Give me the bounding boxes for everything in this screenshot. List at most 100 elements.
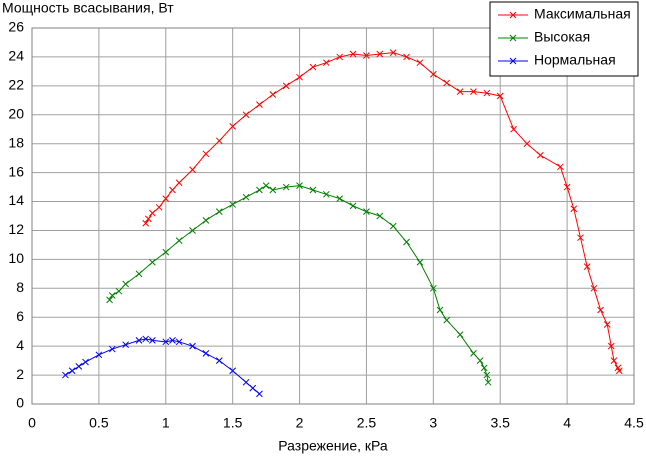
marker (590, 284, 598, 292)
marker (135, 270, 143, 278)
marker (269, 91, 277, 98)
x-tick-label: 3.5 (490, 415, 510, 431)
marker (570, 205, 578, 213)
marker (269, 186, 277, 194)
marker (169, 186, 176, 194)
marker (349, 50, 357, 58)
marker (162, 338, 170, 346)
marker (429, 70, 437, 78)
marker (509, 34, 517, 42)
marker (256, 390, 263, 398)
marker (607, 342, 615, 350)
marker (95, 351, 103, 359)
marker (215, 137, 223, 145)
marker (336, 53, 344, 61)
marker (296, 73, 303, 81)
marker (603, 321, 611, 328)
marker (202, 216, 210, 224)
marker (484, 378, 492, 386)
marker (436, 306, 444, 314)
marker (256, 186, 263, 194)
marker (155, 203, 163, 211)
marker (229, 122, 237, 130)
marker (108, 345, 116, 353)
marker (108, 292, 116, 299)
marker (583, 263, 591, 270)
marker (149, 209, 156, 217)
marker (456, 88, 464, 95)
marker (122, 341, 129, 349)
marker (296, 182, 303, 189)
marker (106, 296, 113, 304)
marker (480, 364, 488, 372)
marker (510, 125, 517, 133)
series-line (109, 185, 489, 383)
y-tick-label: 10 (8, 250, 24, 266)
series-line (65, 338, 260, 395)
marker (256, 101, 263, 108)
y-tick-label: 24 (8, 48, 24, 64)
marker (496, 92, 504, 100)
marker (162, 195, 170, 202)
x-tick-label: 4 (563, 415, 571, 431)
marker (215, 208, 223, 216)
marker (115, 287, 123, 295)
legend-label: Нормальная (534, 52, 616, 68)
marker (229, 201, 237, 208)
y-tick-label: 8 (16, 279, 24, 295)
y-tick-label: 18 (8, 134, 24, 150)
marker (282, 183, 290, 191)
marker (169, 337, 176, 344)
marker (309, 186, 317, 194)
marker (215, 357, 223, 364)
marker (202, 350, 210, 357)
marker (389, 49, 397, 56)
x-tick-label: 1.5 (223, 415, 243, 431)
legend-label: Высокая (534, 29, 590, 45)
plot-border (31, 27, 635, 405)
x-tick-label: 0.5 (89, 415, 109, 431)
marker (175, 237, 183, 244)
marker (615, 367, 623, 375)
marker (416, 59, 424, 67)
marker (135, 337, 143, 344)
x-tick-label: 1 (162, 415, 170, 431)
y-tick-label: 4 (16, 337, 24, 353)
marker (443, 79, 451, 87)
x-axis-label: Разрежение, кРа (278, 438, 388, 454)
x-tick-label: 0 (28, 415, 36, 431)
marker (62, 371, 69, 379)
y-tick-label: 6 (16, 308, 24, 324)
marker (456, 331, 464, 338)
marker (610, 357, 618, 364)
y-tick-label: 22 (8, 77, 24, 93)
x-tick-label: 2 (296, 415, 304, 431)
x-tick-label: 4.5 (624, 415, 644, 431)
marker (443, 316, 451, 324)
marker (249, 384, 257, 392)
marker (262, 182, 270, 189)
marker (376, 50, 384, 58)
marker (429, 284, 437, 292)
marker (389, 222, 397, 230)
series-line (145, 52, 620, 371)
marker (322, 59, 330, 67)
marker (82, 358, 89, 366)
marker (175, 179, 183, 187)
x-tick-label: 2.5 (357, 415, 377, 431)
marker (175, 338, 183, 346)
marker (142, 335, 150, 343)
marker (142, 219, 150, 227)
marker (149, 337, 156, 344)
marker (75, 363, 83, 370)
marker (470, 350, 477, 357)
legend-label: Максимальная (534, 6, 631, 22)
y-tick-label: 12 (8, 221, 24, 237)
marker (363, 52, 370, 59)
marker (509, 11, 517, 19)
marker (122, 280, 129, 288)
marker (563, 183, 571, 191)
marker (189, 166, 196, 174)
marker (322, 190, 330, 198)
